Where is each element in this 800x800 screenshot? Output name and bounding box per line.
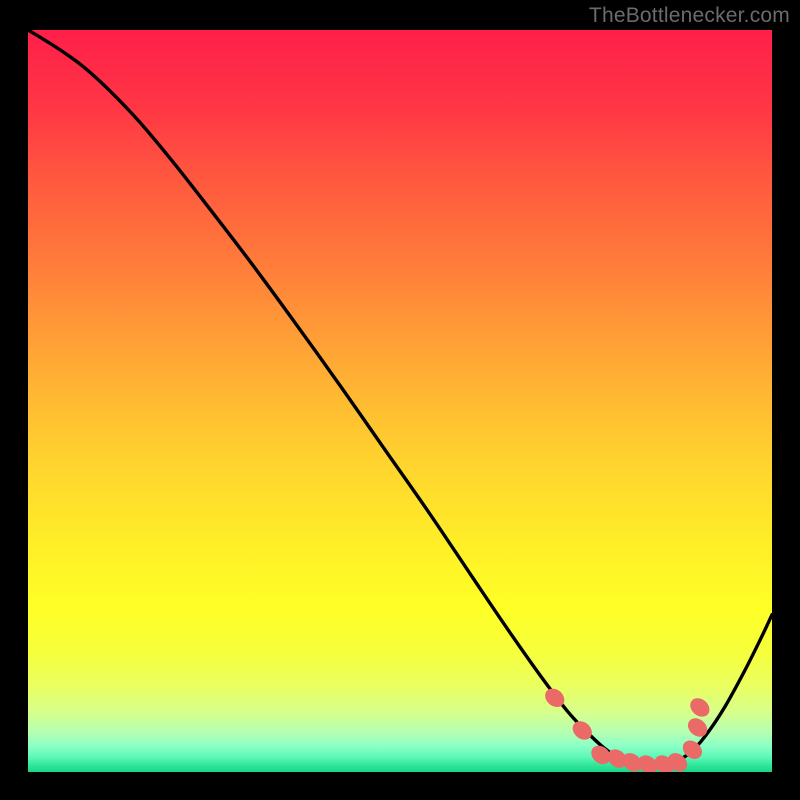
watermark-text: TheBottlenecker.com	[589, 4, 790, 28]
frame-left	[0, 0, 28, 800]
frame-right	[772, 0, 800, 800]
plot-gradient-background	[28, 30, 772, 772]
bottleneck-chart	[0, 0, 800, 800]
frame-bottom	[0, 772, 800, 800]
